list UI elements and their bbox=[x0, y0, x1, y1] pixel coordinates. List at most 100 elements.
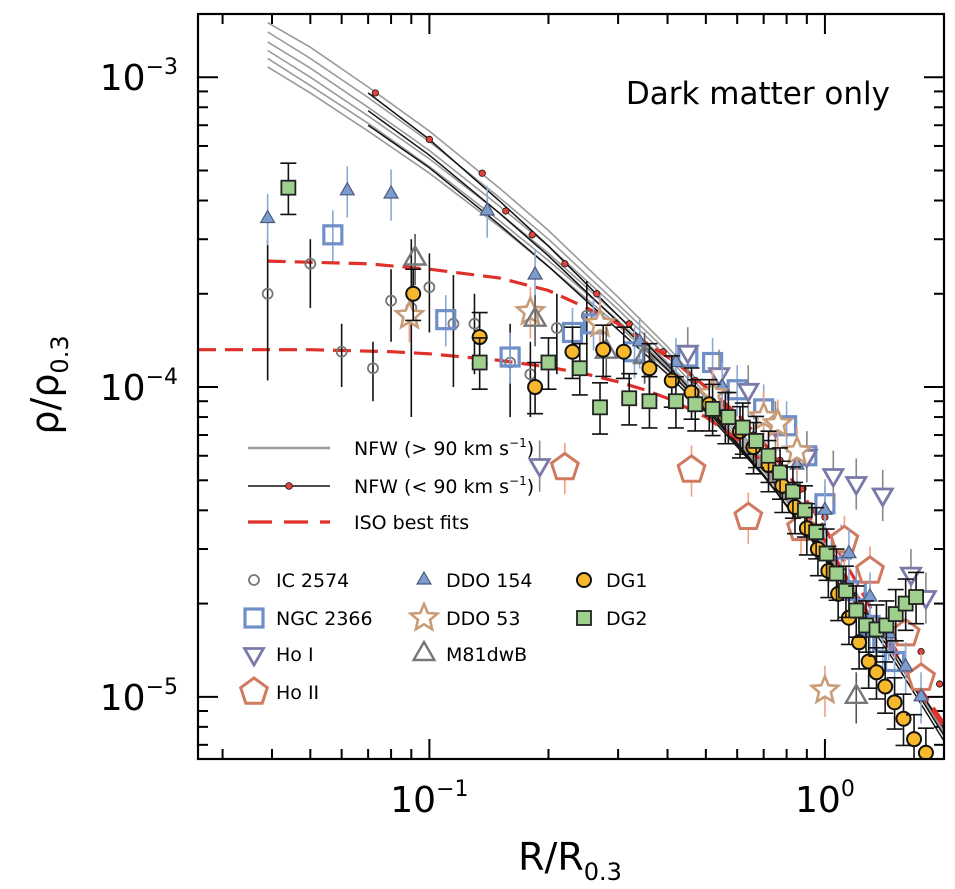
data-point bbox=[402, 244, 428, 266]
data-point bbox=[513, 294, 547, 326]
data-point bbox=[886, 694, 903, 711]
data-point bbox=[304, 257, 317, 270]
data-point bbox=[435, 309, 457, 331]
legend-marker bbox=[576, 572, 592, 588]
data-point bbox=[785, 483, 801, 500]
nfw-dot bbox=[425, 135, 433, 144]
data-point bbox=[499, 346, 521, 368]
data-point bbox=[870, 487, 895, 509]
legend-marker-label: DG1 bbox=[606, 570, 647, 592]
data-point bbox=[621, 390, 638, 407]
data-layer bbox=[198, 22, 944, 759]
data-point bbox=[843, 682, 869, 704]
data-point bbox=[761, 406, 795, 439]
nfw-gray-curve bbox=[267, 22, 944, 736]
data-point bbox=[261, 287, 274, 300]
data-point bbox=[844, 476, 869, 497]
legend-swatch-dot bbox=[285, 482, 293, 490]
data-point bbox=[908, 589, 924, 605]
nfw-dot bbox=[593, 290, 601, 298]
data-point bbox=[615, 343, 632, 360]
data-point bbox=[897, 657, 914, 672]
data-point bbox=[550, 322, 563, 334]
data-point bbox=[335, 345, 348, 358]
legend-marker bbox=[238, 676, 270, 705]
data-point bbox=[595, 341, 612, 358]
data-point bbox=[592, 399, 608, 416]
data-point bbox=[733, 501, 764, 530]
x-axis-title-sub: 0.3 bbox=[584, 858, 622, 886]
data-point bbox=[913, 687, 930, 702]
data-point bbox=[471, 354, 488, 371]
data-point bbox=[675, 344, 700, 366]
series-dg2 bbox=[280, 162, 925, 657]
data-point bbox=[917, 744, 934, 759]
data-point bbox=[631, 332, 648, 347]
nfw-dot bbox=[371, 89, 379, 97]
x-tick-labels: 10−1 100 bbox=[390, 777, 855, 821]
series-dg1 bbox=[405, 268, 934, 759]
data-point bbox=[280, 179, 297, 196]
data-point bbox=[527, 379, 544, 396]
data-point bbox=[564, 343, 581, 360]
dark-matter-annotation: Dark matter only bbox=[626, 76, 890, 112]
legend-marker-label: DG2 bbox=[606, 608, 647, 630]
data-point bbox=[540, 354, 557, 371]
data-point bbox=[898, 566, 923, 588]
y-tick-label: 10−4 bbox=[100, 365, 178, 409]
data-point bbox=[821, 468, 846, 489]
data-point bbox=[668, 393, 684, 410]
data-point bbox=[748, 433, 765, 449]
series-ic-2574 bbox=[261, 239, 593, 418]
data-point bbox=[641, 360, 658, 377]
data-point bbox=[707, 367, 732, 389]
data-point bbox=[392, 298, 426, 330]
y-axis-title: ρ/ρ0.3 bbox=[23, 335, 74, 434]
plot-frame bbox=[196, 12, 946, 761]
y-tick-label: 10−5 bbox=[100, 675, 178, 719]
legend-marker-label: Ho II bbox=[276, 682, 319, 704]
data-point bbox=[877, 678, 894, 695]
data-point bbox=[860, 653, 877, 670]
data-point bbox=[734, 419, 751, 436]
legend-marker bbox=[411, 639, 437, 662]
y-tick-label: 10−3 bbox=[100, 55, 178, 99]
data-point bbox=[527, 265, 544, 280]
data-point bbox=[829, 524, 860, 554]
legend-lines: NFW (> 90 km s−1) NFW (< 90 km s−1) ISO be… bbox=[248, 436, 534, 534]
legend-markers: IC 2574 NGC 2366 Ho I Ho II DDO 154 DDO 53 M81… bbox=[238, 570, 647, 705]
data-point bbox=[736, 382, 761, 404]
legend-marker-label: DDO 154 bbox=[446, 570, 533, 592]
data-point bbox=[405, 285, 422, 302]
nfw-dot bbox=[528, 231, 536, 239]
data-point bbox=[895, 710, 912, 727]
y-axis-title-main: ρ/ρ bbox=[23, 374, 67, 435]
data-point bbox=[367, 362, 379, 375]
x-tick-label: 100 bbox=[795, 777, 855, 821]
data-point bbox=[780, 434, 814, 466]
data-point bbox=[906, 731, 923, 748]
nfw-dot bbox=[561, 260, 569, 268]
data-point bbox=[797, 502, 813, 519]
data-point bbox=[423, 281, 436, 294]
data-point bbox=[808, 672, 842, 705]
data-point bbox=[848, 602, 865, 619]
data-point bbox=[838, 582, 854, 599]
legend-line-label: ISO best fits bbox=[354, 512, 469, 534]
data-point bbox=[571, 360, 588, 377]
legend-marker-label: M81dwB bbox=[446, 644, 527, 666]
legend-line-label: NFW (< 90 km s−1) bbox=[354, 474, 534, 498]
data-point bbox=[772, 464, 788, 481]
data-point bbox=[828, 565, 845, 582]
nfw-dot bbox=[625, 320, 633, 328]
legend-marker bbox=[243, 607, 265, 629]
data-point bbox=[641, 393, 658, 410]
data-point bbox=[339, 181, 356, 196]
axis-ticks bbox=[198, 14, 945, 759]
data-point bbox=[687, 396, 704, 413]
nfw-dot bbox=[478, 169, 486, 177]
data-point bbox=[522, 305, 548, 327]
data-point bbox=[479, 201, 496, 216]
legend-marker-label: IC 2574 bbox=[276, 570, 349, 592]
